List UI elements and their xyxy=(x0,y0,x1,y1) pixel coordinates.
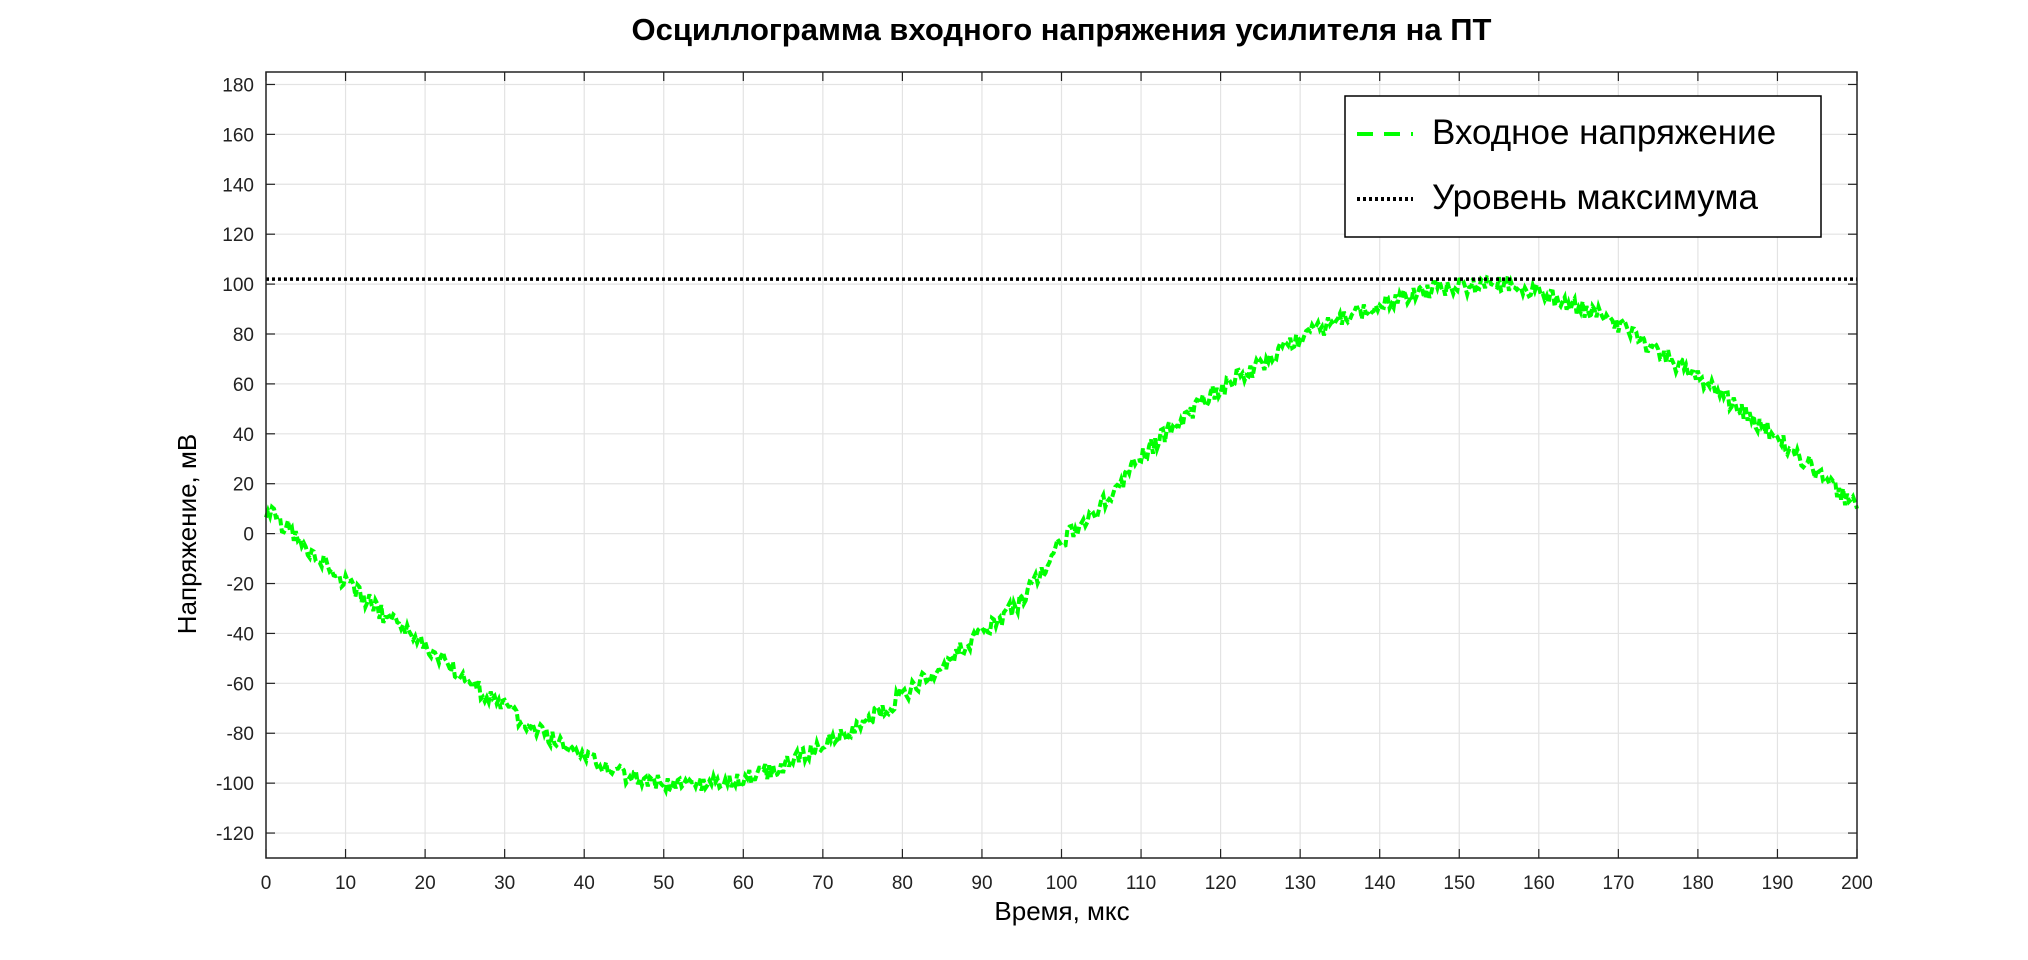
x-tick-label: 140 xyxy=(1364,873,1396,894)
x-tick-label: 180 xyxy=(1682,873,1714,894)
y-tick-label: 180 xyxy=(222,75,254,96)
y-tick-label: -40 xyxy=(227,624,254,645)
x-tick-label: 170 xyxy=(1602,873,1634,894)
x-tick-label: 100 xyxy=(1046,873,1078,894)
x-tick-label: 130 xyxy=(1284,873,1316,894)
y-tick-label: 20 xyxy=(233,475,254,496)
legend-label-max-level: Уровень максимума xyxy=(1432,178,1758,217)
x-tick-label: 10 xyxy=(335,873,356,894)
y-tick-label: 80 xyxy=(233,325,254,346)
x-tick-label: 120 xyxy=(1205,873,1237,894)
x-tick-label: 160 xyxy=(1523,873,1555,894)
x-tick-label: 40 xyxy=(574,873,595,894)
x-tick-label: 30 xyxy=(494,873,515,894)
x-tick-label: 70 xyxy=(812,873,833,894)
x-tick-label: 60 xyxy=(733,873,754,894)
y-tick-label: 60 xyxy=(233,375,254,396)
series-layer xyxy=(264,273,1859,798)
y-tick-label: -80 xyxy=(227,724,254,745)
x-tick-label: 80 xyxy=(892,873,913,894)
x-tick-label: 110 xyxy=(1126,873,1156,894)
x-tick-label: 190 xyxy=(1762,873,1794,894)
y-tick-label: -100 xyxy=(216,774,254,795)
y-tick-label: 40 xyxy=(233,425,254,446)
grid xyxy=(266,72,1857,858)
y-tick-label: 0 xyxy=(243,525,254,546)
x-axis-label: Время, мкс xyxy=(994,896,1129,926)
y-tick-label: -60 xyxy=(227,674,254,695)
x-tick-label: 150 xyxy=(1443,873,1475,894)
x-tick-label: 200 xyxy=(1841,873,1873,894)
x-tick-label: 20 xyxy=(415,873,436,894)
y-tick-label: -20 xyxy=(227,575,254,596)
y-tick-label: 160 xyxy=(222,125,254,146)
y-tick-label: 140 xyxy=(222,175,254,196)
y-tick-label: 120 xyxy=(222,225,254,246)
x-tick-label: 50 xyxy=(653,873,674,894)
y-tick-label: 100 xyxy=(222,275,254,296)
y-tick-label: -120 xyxy=(216,824,254,845)
legend-label-input-voltage: Входное напряжение xyxy=(1432,113,1776,152)
x-tick-label: 0 xyxy=(261,873,272,894)
legend: Входное напряжение Уровень максимума xyxy=(1344,95,1822,238)
x-tick-label: 90 xyxy=(971,873,992,894)
ticks: 0 10 20 30 40 50 60 70 80 90 100 110 120 130 140 150 160… xyxy=(216,72,1873,894)
legend-box xyxy=(1344,95,1822,238)
y-axis-label: Напряжение, мВ xyxy=(172,434,202,634)
chart-title: Осциллограмма входного напряжения усилит… xyxy=(631,12,1492,47)
series-line-input-voltage xyxy=(264,273,1859,798)
